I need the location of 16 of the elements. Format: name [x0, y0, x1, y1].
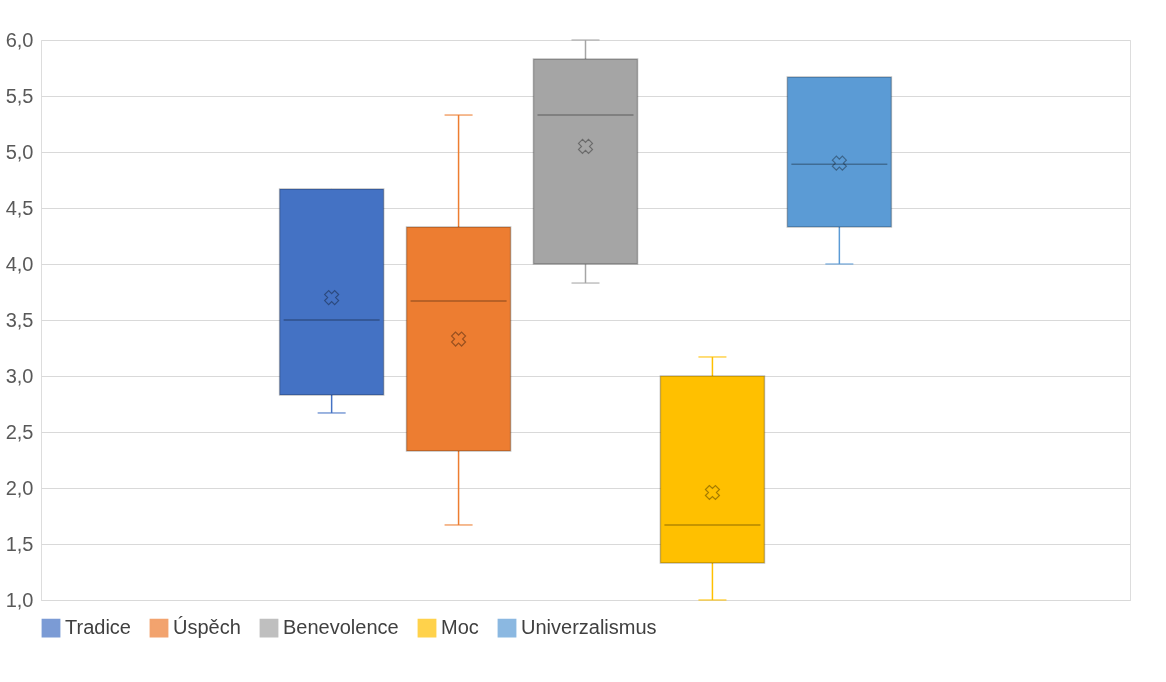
y-tick-label: 1,5: [5, 532, 34, 555]
y-tick-label: 6,0: [5, 28, 34, 51]
y-tick-label: 2,0: [5, 476, 34, 499]
y-tick-label: 1,0: [5, 588, 34, 611]
y-tick-label: 5,0: [5, 140, 34, 163]
y-tick-label: 2,5: [5, 420, 34, 443]
y-tick-label: 4,0: [5, 252, 34, 275]
y-tick-label: 3,0: [5, 364, 34, 387]
legend-label: Benevolence: [283, 616, 399, 639]
y-tick-label: 3,5: [5, 308, 34, 331]
legend-label: Univerzalismus: [521, 616, 657, 639]
y-tick-label: 5,5: [5, 84, 34, 107]
y-tick-label: 4,5: [5, 196, 34, 219]
legend-label: Úspěch: [173, 616, 241, 639]
legend-label: Moc: [441, 616, 479, 639]
legend-label: Tradice: [65, 616, 131, 639]
